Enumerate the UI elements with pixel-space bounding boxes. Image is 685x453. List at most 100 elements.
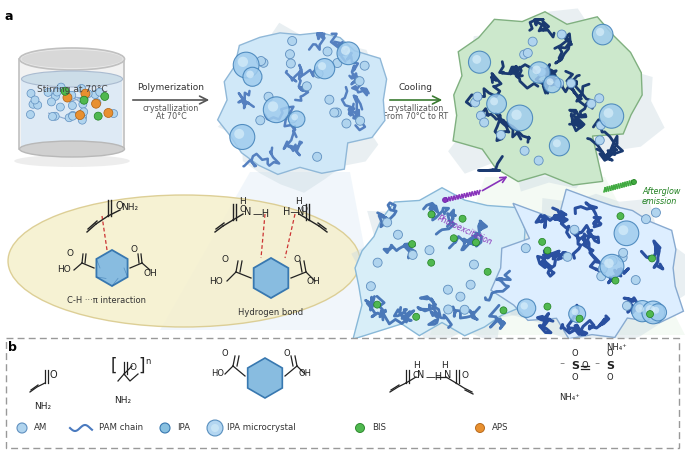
Circle shape	[460, 305, 469, 314]
Text: O: O	[462, 371, 469, 380]
Circle shape	[646, 305, 655, 314]
Circle shape	[80, 96, 88, 104]
Text: N: N	[244, 207, 251, 217]
Text: n: n	[145, 357, 151, 366]
Circle shape	[27, 89, 35, 97]
Text: O: O	[116, 201, 123, 211]
Circle shape	[544, 247, 551, 254]
Text: Photoexcitation: Photoexcitation	[436, 214, 494, 247]
Circle shape	[288, 114, 297, 123]
Circle shape	[473, 239, 480, 246]
Circle shape	[425, 246, 434, 255]
Circle shape	[264, 92, 273, 101]
FancyBboxPatch shape	[6, 338, 679, 448]
Circle shape	[649, 255, 656, 262]
Ellipse shape	[19, 141, 125, 157]
Text: IPA microcrystal: IPA microcrystal	[227, 424, 296, 433]
Circle shape	[329, 108, 339, 117]
Circle shape	[529, 62, 550, 83]
Circle shape	[47, 98, 55, 106]
Circle shape	[500, 307, 507, 314]
Circle shape	[614, 221, 639, 246]
Circle shape	[409, 241, 416, 248]
Circle shape	[61, 87, 69, 95]
Circle shape	[238, 57, 248, 67]
Circle shape	[211, 424, 219, 432]
Circle shape	[596, 28, 604, 36]
Circle shape	[337, 42, 360, 65]
Text: O: O	[131, 246, 138, 255]
Circle shape	[471, 98, 479, 107]
Text: APS: APS	[492, 424, 508, 433]
Circle shape	[600, 254, 624, 278]
Circle shape	[91, 91, 99, 99]
Text: Hydrogen bond: Hydrogen bond	[238, 308, 303, 317]
Circle shape	[373, 258, 382, 267]
Circle shape	[569, 305, 586, 323]
Text: N: N	[417, 370, 425, 380]
Text: HO: HO	[57, 265, 71, 275]
Circle shape	[520, 146, 529, 155]
Text: O: O	[66, 249, 73, 257]
Circle shape	[53, 88, 61, 96]
Text: Polymerization: Polymerization	[138, 83, 205, 92]
Text: O: O	[293, 255, 301, 265]
Circle shape	[599, 104, 623, 128]
Circle shape	[608, 256, 617, 265]
Circle shape	[473, 55, 481, 64]
Circle shape	[619, 225, 628, 235]
Circle shape	[597, 121, 606, 130]
Text: IPA: IPA	[177, 424, 190, 433]
Circle shape	[93, 99, 101, 106]
Circle shape	[642, 301, 664, 324]
Circle shape	[490, 97, 498, 106]
Circle shape	[29, 100, 37, 108]
Ellipse shape	[19, 48, 125, 70]
Circle shape	[603, 108, 613, 118]
Circle shape	[31, 96, 39, 104]
Circle shape	[65, 114, 73, 122]
Text: BIS: BIS	[372, 424, 386, 433]
Text: C-H ···π interaction: C-H ···π interaction	[68, 296, 147, 305]
Circle shape	[323, 47, 332, 56]
Polygon shape	[353, 188, 554, 339]
Ellipse shape	[14, 155, 129, 167]
Circle shape	[427, 259, 435, 266]
Circle shape	[286, 59, 295, 68]
Text: —H: —H	[426, 372, 443, 382]
Text: HO: HO	[209, 276, 223, 285]
Circle shape	[81, 89, 90, 98]
Circle shape	[314, 58, 335, 79]
Circle shape	[623, 301, 632, 310]
Circle shape	[647, 311, 653, 318]
Circle shape	[247, 71, 254, 78]
Text: O: O	[572, 374, 578, 382]
Circle shape	[57, 83, 65, 91]
Text: From 70°C to RT: From 70°C to RT	[384, 112, 449, 121]
Text: O: O	[222, 350, 228, 358]
Circle shape	[96, 88, 103, 96]
Circle shape	[268, 101, 278, 112]
Circle shape	[288, 111, 305, 127]
Circle shape	[314, 69, 323, 78]
Text: NH₂: NH₂	[121, 203, 138, 212]
Text: O: O	[582, 361, 588, 371]
Circle shape	[507, 105, 533, 131]
Circle shape	[595, 136, 604, 145]
Polygon shape	[351, 198, 549, 344]
Circle shape	[356, 424, 364, 433]
Circle shape	[374, 301, 381, 308]
Circle shape	[469, 260, 478, 269]
Circle shape	[34, 101, 42, 109]
Text: NH₄⁺: NH₄⁺	[607, 343, 627, 352]
Circle shape	[302, 82, 312, 91]
Polygon shape	[491, 189, 684, 339]
Circle shape	[532, 66, 541, 74]
Circle shape	[17, 423, 27, 433]
Text: ⁻: ⁻	[560, 361, 564, 371]
Circle shape	[207, 420, 223, 436]
Circle shape	[342, 119, 351, 128]
Circle shape	[412, 313, 420, 320]
Circle shape	[632, 300, 653, 322]
Circle shape	[234, 52, 259, 78]
